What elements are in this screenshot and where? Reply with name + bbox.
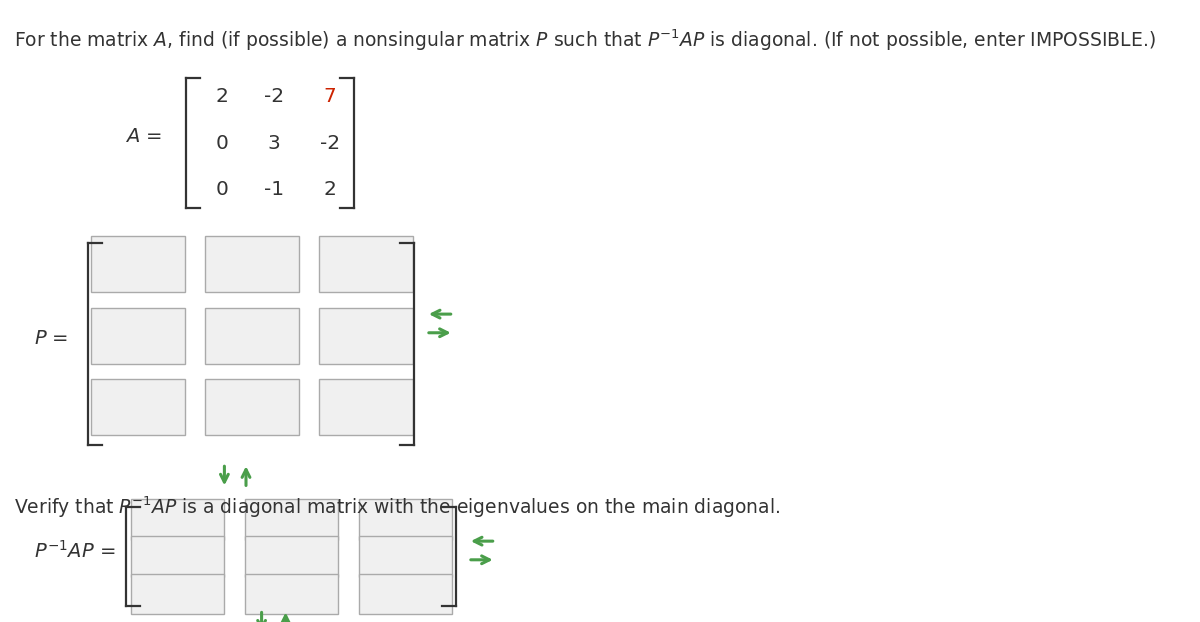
FancyBboxPatch shape xyxy=(131,536,224,577)
Text: 2: 2 xyxy=(216,87,228,106)
Text: $A$ =: $A$ = xyxy=(125,128,162,146)
Text: $P$ =: $P$ = xyxy=(34,330,68,348)
FancyBboxPatch shape xyxy=(131,499,224,539)
FancyBboxPatch shape xyxy=(359,536,452,577)
FancyBboxPatch shape xyxy=(91,379,185,435)
FancyBboxPatch shape xyxy=(359,499,452,539)
Text: 0: 0 xyxy=(216,180,228,199)
FancyBboxPatch shape xyxy=(245,499,338,539)
Text: 2: 2 xyxy=(324,180,336,199)
FancyBboxPatch shape xyxy=(131,573,224,615)
FancyBboxPatch shape xyxy=(91,308,185,364)
Text: 0: 0 xyxy=(216,134,228,152)
FancyBboxPatch shape xyxy=(205,236,299,292)
FancyBboxPatch shape xyxy=(319,236,413,292)
FancyBboxPatch shape xyxy=(205,379,299,435)
Text: -1: -1 xyxy=(264,180,283,199)
FancyBboxPatch shape xyxy=(91,236,185,292)
Text: -2: -2 xyxy=(264,87,283,106)
FancyBboxPatch shape xyxy=(245,536,338,577)
FancyBboxPatch shape xyxy=(359,573,452,615)
FancyBboxPatch shape xyxy=(319,308,413,364)
Text: 7: 7 xyxy=(324,87,336,106)
FancyBboxPatch shape xyxy=(205,308,299,364)
Text: $P^{-1}AP$ =: $P^{-1}AP$ = xyxy=(34,539,115,562)
FancyBboxPatch shape xyxy=(245,573,338,615)
Text: 3: 3 xyxy=(268,134,280,152)
Text: -2: -2 xyxy=(320,134,340,152)
Text: For the matrix $A$, find (if possible) a nonsingular matrix $P$ such that $P^{-1: For the matrix $A$, find (if possible) a… xyxy=(14,28,1156,53)
Text: Verify that $P^{-1}AP$ is a diagonal matrix with the eigenvalues on the main dia: Verify that $P^{-1}AP$ is a diagonal mat… xyxy=(14,494,781,520)
FancyBboxPatch shape xyxy=(319,379,413,435)
